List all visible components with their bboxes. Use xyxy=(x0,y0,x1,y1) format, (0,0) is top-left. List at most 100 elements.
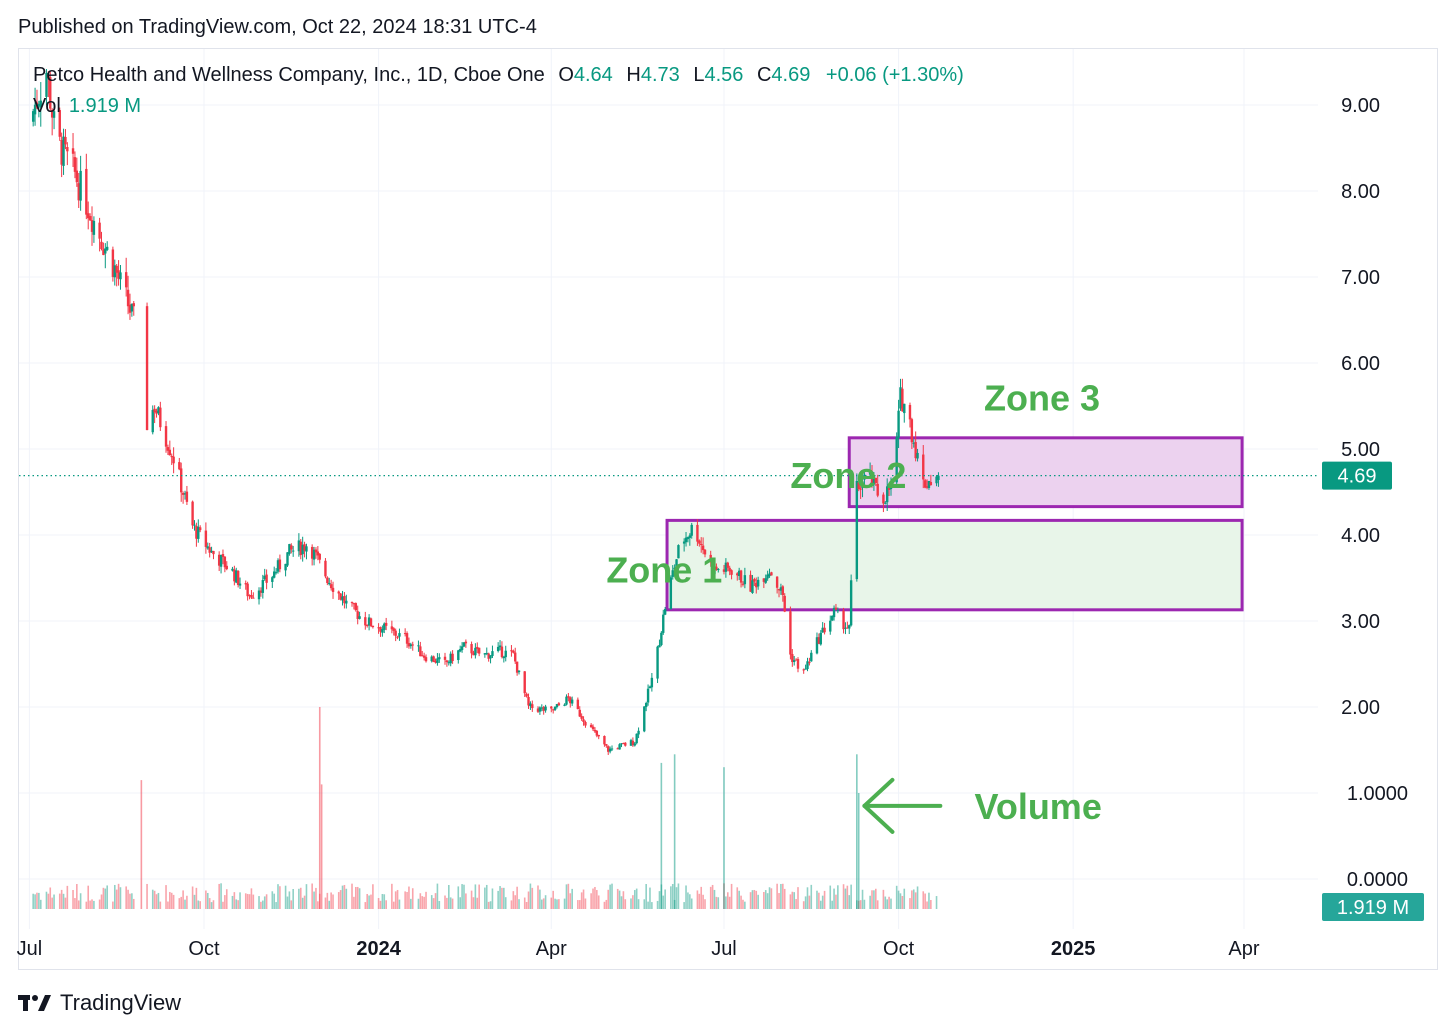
candle-body xyxy=(128,304,132,313)
volume-bar xyxy=(106,885,108,909)
candle-body xyxy=(726,562,729,568)
candle-body xyxy=(472,652,475,656)
volume-bar xyxy=(225,889,228,909)
candle-body xyxy=(908,404,912,420)
volume-bar xyxy=(448,885,450,909)
volume-bar xyxy=(744,901,746,909)
candle-body xyxy=(610,748,614,750)
candle-body xyxy=(476,646,479,649)
volume-bar xyxy=(408,886,410,909)
candle-body xyxy=(77,183,80,201)
candle-body xyxy=(193,524,196,526)
volume-bar xyxy=(607,889,610,909)
volume-bar xyxy=(377,898,380,909)
volume-bar xyxy=(222,901,224,909)
tradingview-brand[interactable]: TradingView xyxy=(18,990,181,1016)
volume-bar xyxy=(425,891,427,909)
candle-body xyxy=(185,491,189,502)
volume-bar xyxy=(206,892,209,909)
volume-bar xyxy=(882,889,885,909)
volume-bar xyxy=(844,888,847,909)
candle-body xyxy=(124,272,128,288)
candle-body xyxy=(675,559,678,570)
candle-body xyxy=(248,595,251,597)
volume-bar xyxy=(98,899,101,909)
volume-bar xyxy=(186,895,188,909)
volume-bar xyxy=(383,894,386,909)
volume-bar xyxy=(355,886,357,909)
volume-bar xyxy=(153,890,156,909)
volume-bar xyxy=(677,883,680,909)
candle-body xyxy=(155,410,158,414)
volume-bar xyxy=(231,895,234,909)
candle-body xyxy=(105,246,109,250)
annotation-label: Zone 2 xyxy=(790,455,906,496)
candle-body xyxy=(90,220,94,232)
volume-bar xyxy=(698,893,701,909)
candle-body xyxy=(303,544,306,551)
candle-body xyxy=(597,735,600,737)
candle-body xyxy=(458,649,462,652)
candle-body xyxy=(250,594,253,598)
ohlc-legend: Petco Health and Wellness Company, Inc.,… xyxy=(33,64,964,87)
candle-body xyxy=(713,566,716,575)
candle-body xyxy=(525,693,528,697)
price-tick-label: 7.00 xyxy=(1341,267,1380,289)
published-header: Published on TradingView.com, Oct 22, 20… xyxy=(18,16,537,38)
volume-bar xyxy=(470,890,473,909)
candle-body xyxy=(650,677,654,688)
candle-body xyxy=(789,611,792,655)
open-value: 4.64 xyxy=(573,64,613,86)
candle-body xyxy=(671,570,674,577)
volume-bar xyxy=(816,890,818,909)
candle-body xyxy=(834,607,838,610)
candle-body xyxy=(341,596,344,601)
volume-bar xyxy=(909,898,911,909)
candle-body xyxy=(605,744,608,746)
volume-bar xyxy=(558,899,560,909)
candle-body xyxy=(887,484,891,490)
candle-body xyxy=(783,595,786,612)
volume-tick-label: 1.0000 xyxy=(1347,783,1408,805)
candle-body xyxy=(836,610,840,612)
volume-legend: Vol 1.919 M xyxy=(33,95,141,118)
candle-body xyxy=(673,567,676,570)
candle-body xyxy=(168,449,172,456)
candle-body xyxy=(350,602,354,604)
volume-bar xyxy=(766,893,769,909)
candle-body xyxy=(261,580,265,593)
volume-bar xyxy=(837,885,839,909)
candle-body xyxy=(381,629,384,633)
volume-bar xyxy=(491,888,494,909)
volume-bar xyxy=(220,883,222,909)
volume-bar xyxy=(782,883,784,909)
volume-bar xyxy=(93,900,95,909)
volume-bar xyxy=(873,890,875,909)
candle-body xyxy=(580,716,583,719)
volume-bar xyxy=(633,890,636,909)
candle-body xyxy=(777,589,781,591)
candle-body xyxy=(178,462,181,470)
candle-body xyxy=(314,549,318,553)
volume-bar xyxy=(449,897,452,909)
volume-bar xyxy=(66,885,69,909)
volume-bar xyxy=(757,894,759,909)
volume-bar xyxy=(476,897,479,909)
candle-body xyxy=(500,646,504,658)
volume-bar xyxy=(808,895,811,909)
candle-body xyxy=(563,704,566,706)
candle-body xyxy=(730,570,733,575)
volume-bar xyxy=(884,896,887,909)
volume-bar xyxy=(182,890,184,909)
candle-body xyxy=(337,591,340,594)
candle-body xyxy=(384,622,388,626)
candle-body xyxy=(98,222,101,239)
candle-body xyxy=(117,270,120,279)
volume-bar xyxy=(675,887,678,909)
volume-bar xyxy=(924,893,926,909)
candle-body xyxy=(244,583,247,585)
candle-body xyxy=(52,111,56,118)
price-tick-label: 9.00 xyxy=(1341,95,1380,117)
volume-bar xyxy=(478,884,480,909)
